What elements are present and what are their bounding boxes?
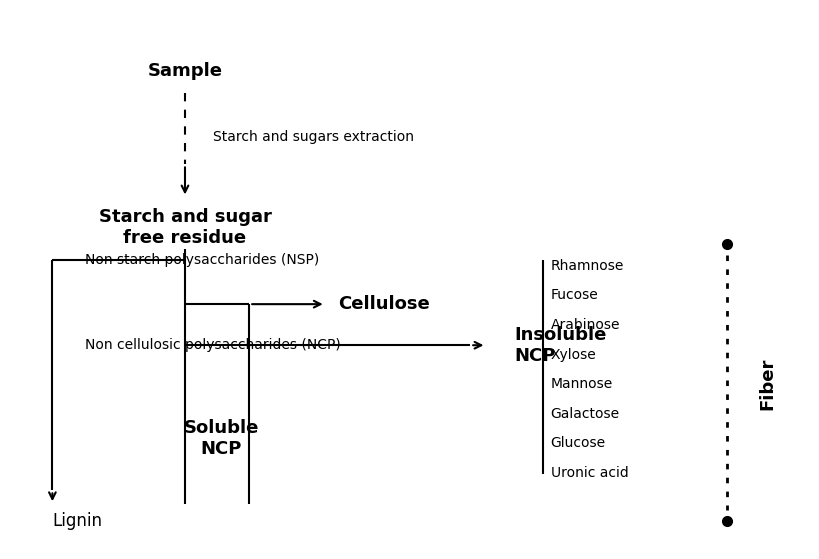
Text: Xylose: Xylose: [550, 348, 595, 362]
Text: Non starch polysaccharides (NSP): Non starch polysaccharides (NSP): [84, 253, 319, 267]
Text: Galactose: Galactose: [550, 407, 619, 421]
Text: Mannose: Mannose: [550, 377, 612, 391]
Text: Insoluble
NCP: Insoluble NCP: [514, 326, 606, 364]
Text: Sample: Sample: [147, 62, 222, 80]
Text: Cellulose: Cellulose: [337, 295, 429, 313]
Text: Arabinose: Arabinose: [550, 318, 619, 332]
Text: Soluble
NCP: Soluble NCP: [183, 419, 259, 458]
Text: Fiber: Fiber: [758, 357, 776, 410]
Text: Rhamnose: Rhamnose: [550, 259, 623, 273]
Text: Lignin: Lignin: [52, 511, 102, 529]
Text: Non cellulosic polysaccharides (NCP): Non cellulosic polysaccharides (NCP): [84, 338, 340, 352]
Text: Starch and sugar
free residue: Starch and sugar free residue: [98, 208, 271, 247]
Text: Glucose: Glucose: [550, 436, 605, 451]
Text: Uronic acid: Uronic acid: [550, 466, 627, 480]
Text: Starch and sugars extraction: Starch and sugars extraction: [213, 130, 414, 144]
Text: Fucose: Fucose: [550, 288, 598, 302]
